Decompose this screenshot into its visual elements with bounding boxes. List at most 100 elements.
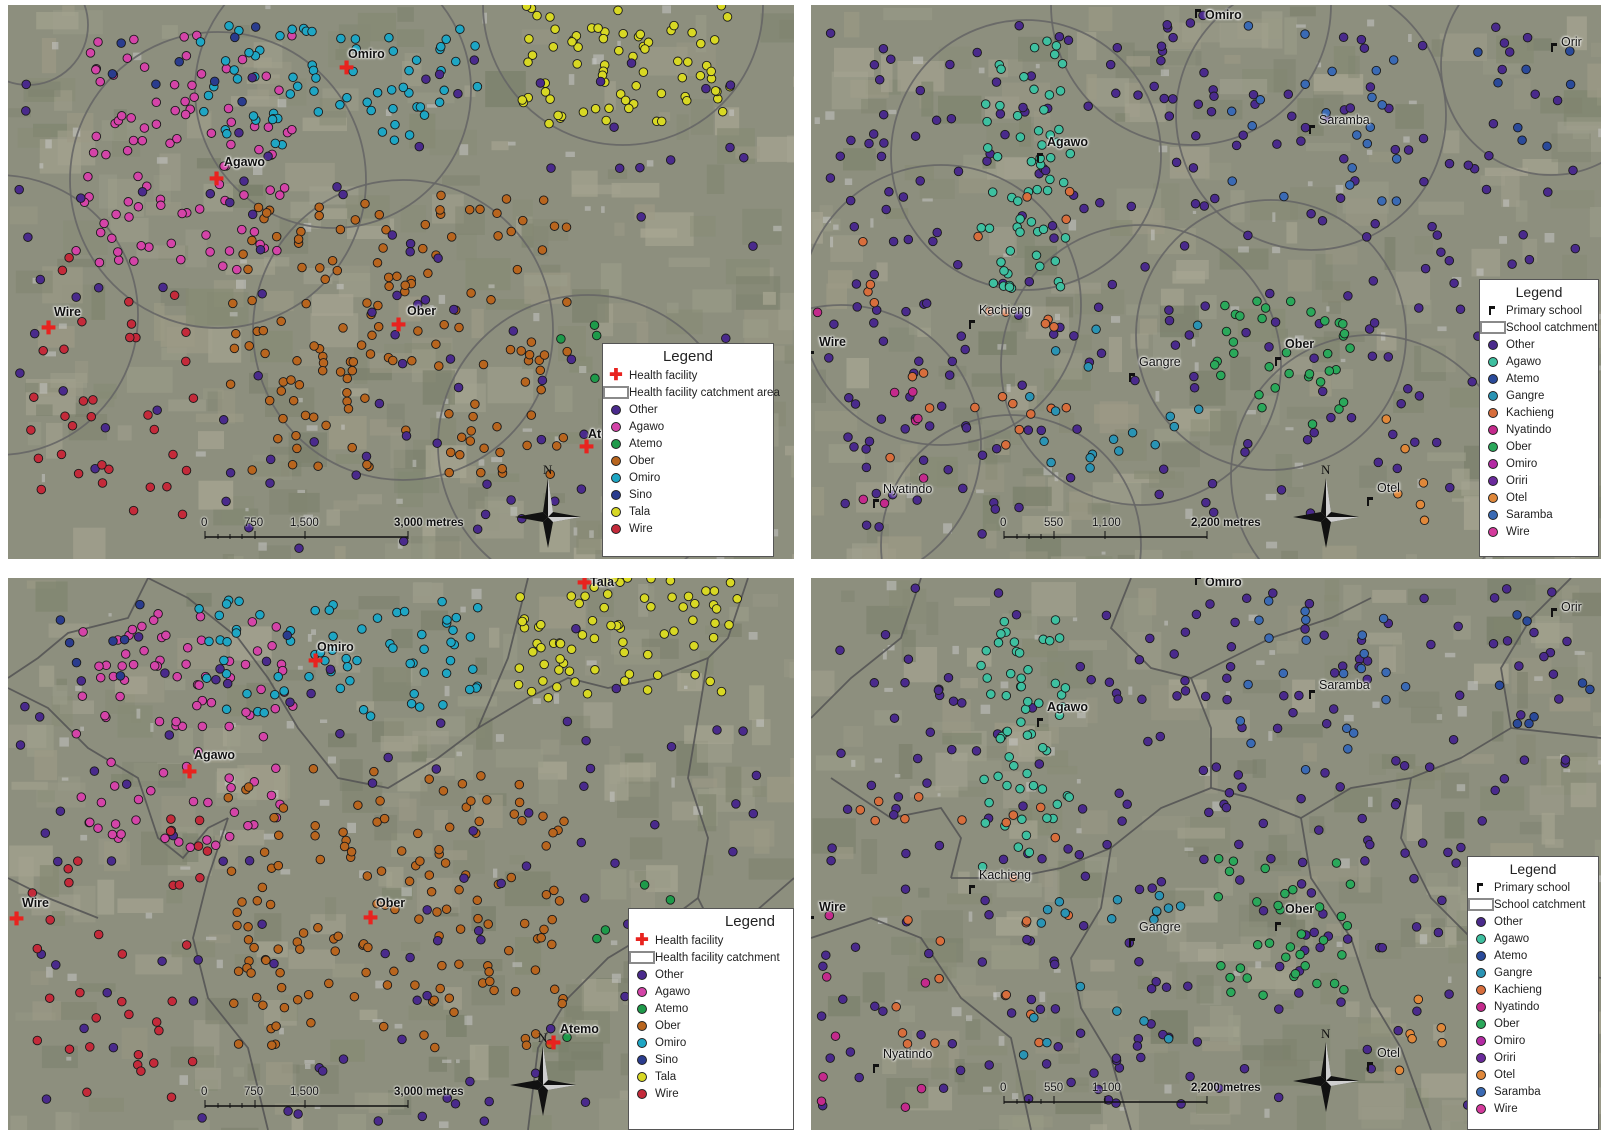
legend-item-label: Atemo xyxy=(1506,372,1540,385)
household-point xyxy=(1400,681,1411,692)
household-point xyxy=(1004,752,1014,762)
household-point xyxy=(589,320,600,330)
household-point xyxy=(1151,976,1161,987)
household-point xyxy=(342,387,352,398)
household-point xyxy=(287,459,298,470)
legend-item-label: Atemo xyxy=(1494,949,1528,962)
household-point xyxy=(167,996,177,1007)
household-point xyxy=(1264,362,1274,372)
household-point xyxy=(230,32,240,43)
north-arrow: N xyxy=(1291,460,1361,550)
household-point xyxy=(465,632,476,642)
household-point xyxy=(327,255,338,266)
household-point xyxy=(373,321,384,332)
household-point xyxy=(1034,698,1044,708)
household-point xyxy=(131,815,141,825)
household-point xyxy=(1391,154,1402,164)
household-point xyxy=(381,225,391,235)
household-point xyxy=(725,578,736,588)
household-point xyxy=(1026,217,1037,227)
place-label-kachieng: Kachieng xyxy=(979,868,1032,882)
household-point xyxy=(1085,463,1095,473)
household-point xyxy=(936,401,947,411)
household-point xyxy=(519,918,530,929)
catchment-boundaries xyxy=(811,578,1601,1130)
household-point xyxy=(549,984,560,995)
household-point xyxy=(868,129,879,139)
household-point xyxy=(479,443,489,453)
household-point xyxy=(618,637,628,647)
household-point xyxy=(1040,318,1051,329)
household-point xyxy=(179,32,189,42)
household-point xyxy=(313,461,323,471)
household-point xyxy=(224,773,234,783)
household-point xyxy=(934,973,944,984)
household-point xyxy=(225,197,235,208)
household-point xyxy=(997,391,1008,402)
legend-item-agawo: Agawo xyxy=(1468,930,1598,947)
household-point xyxy=(75,987,85,998)
household-point xyxy=(1352,130,1362,140)
north-arrow: N xyxy=(513,460,583,550)
household-point xyxy=(313,922,323,933)
household-point xyxy=(1054,31,1065,42)
household-point xyxy=(1193,99,1204,109)
legend-title: Legend xyxy=(662,348,714,365)
household-point xyxy=(117,996,127,1007)
household-point xyxy=(716,5,727,11)
household-point xyxy=(279,686,289,696)
household-point xyxy=(667,592,677,602)
household-point xyxy=(88,395,98,405)
place-label-omiro: Omiro xyxy=(317,640,354,654)
household-point xyxy=(1338,397,1349,407)
household-point xyxy=(982,116,992,127)
household-point xyxy=(166,1092,177,1102)
household-point xyxy=(468,826,478,836)
household-point xyxy=(148,615,159,626)
household-point xyxy=(225,379,236,389)
household-point xyxy=(123,197,134,207)
household-point xyxy=(695,70,706,81)
primary-school-marker xyxy=(1195,578,1202,585)
household-point xyxy=(1213,892,1224,902)
scale-tick-label: 2,200 metres xyxy=(1191,517,1261,529)
household-point xyxy=(1427,221,1437,232)
north-label: N xyxy=(538,1030,548,1045)
household-point xyxy=(618,28,628,39)
household-point xyxy=(234,128,244,138)
household-point xyxy=(418,243,428,254)
household-point xyxy=(373,1116,384,1126)
household-point xyxy=(614,45,624,56)
household-point xyxy=(1208,507,1219,518)
household-point xyxy=(419,1030,429,1040)
place-label-wire: Wire xyxy=(819,335,846,349)
household-point xyxy=(454,885,464,895)
class-swatch-icon xyxy=(637,1020,647,1031)
household-point xyxy=(958,483,968,494)
household-point xyxy=(251,992,262,1003)
household-point xyxy=(869,678,880,688)
household-point xyxy=(1272,723,1283,734)
household-point xyxy=(1061,402,1072,413)
household-point xyxy=(1287,111,1297,121)
household-point xyxy=(907,371,918,382)
household-point xyxy=(1339,154,1349,164)
household-point xyxy=(1403,145,1414,155)
household-point xyxy=(1329,668,1340,678)
household-point xyxy=(855,805,866,815)
household-point xyxy=(922,778,932,788)
class-swatch-icon xyxy=(611,506,621,517)
household-point xyxy=(1024,847,1035,858)
household-point xyxy=(444,467,454,478)
household-point xyxy=(1002,726,1013,737)
household-point xyxy=(739,152,749,163)
household-point xyxy=(538,676,548,686)
household-point xyxy=(1235,311,1245,321)
household-point xyxy=(1453,621,1463,632)
household-point xyxy=(287,124,297,135)
household-point xyxy=(342,661,353,672)
household-point xyxy=(1188,163,1199,173)
legend-item-other: Other xyxy=(1480,336,1598,353)
household-point xyxy=(1047,221,1058,231)
class-swatch-icon xyxy=(637,1037,647,1048)
